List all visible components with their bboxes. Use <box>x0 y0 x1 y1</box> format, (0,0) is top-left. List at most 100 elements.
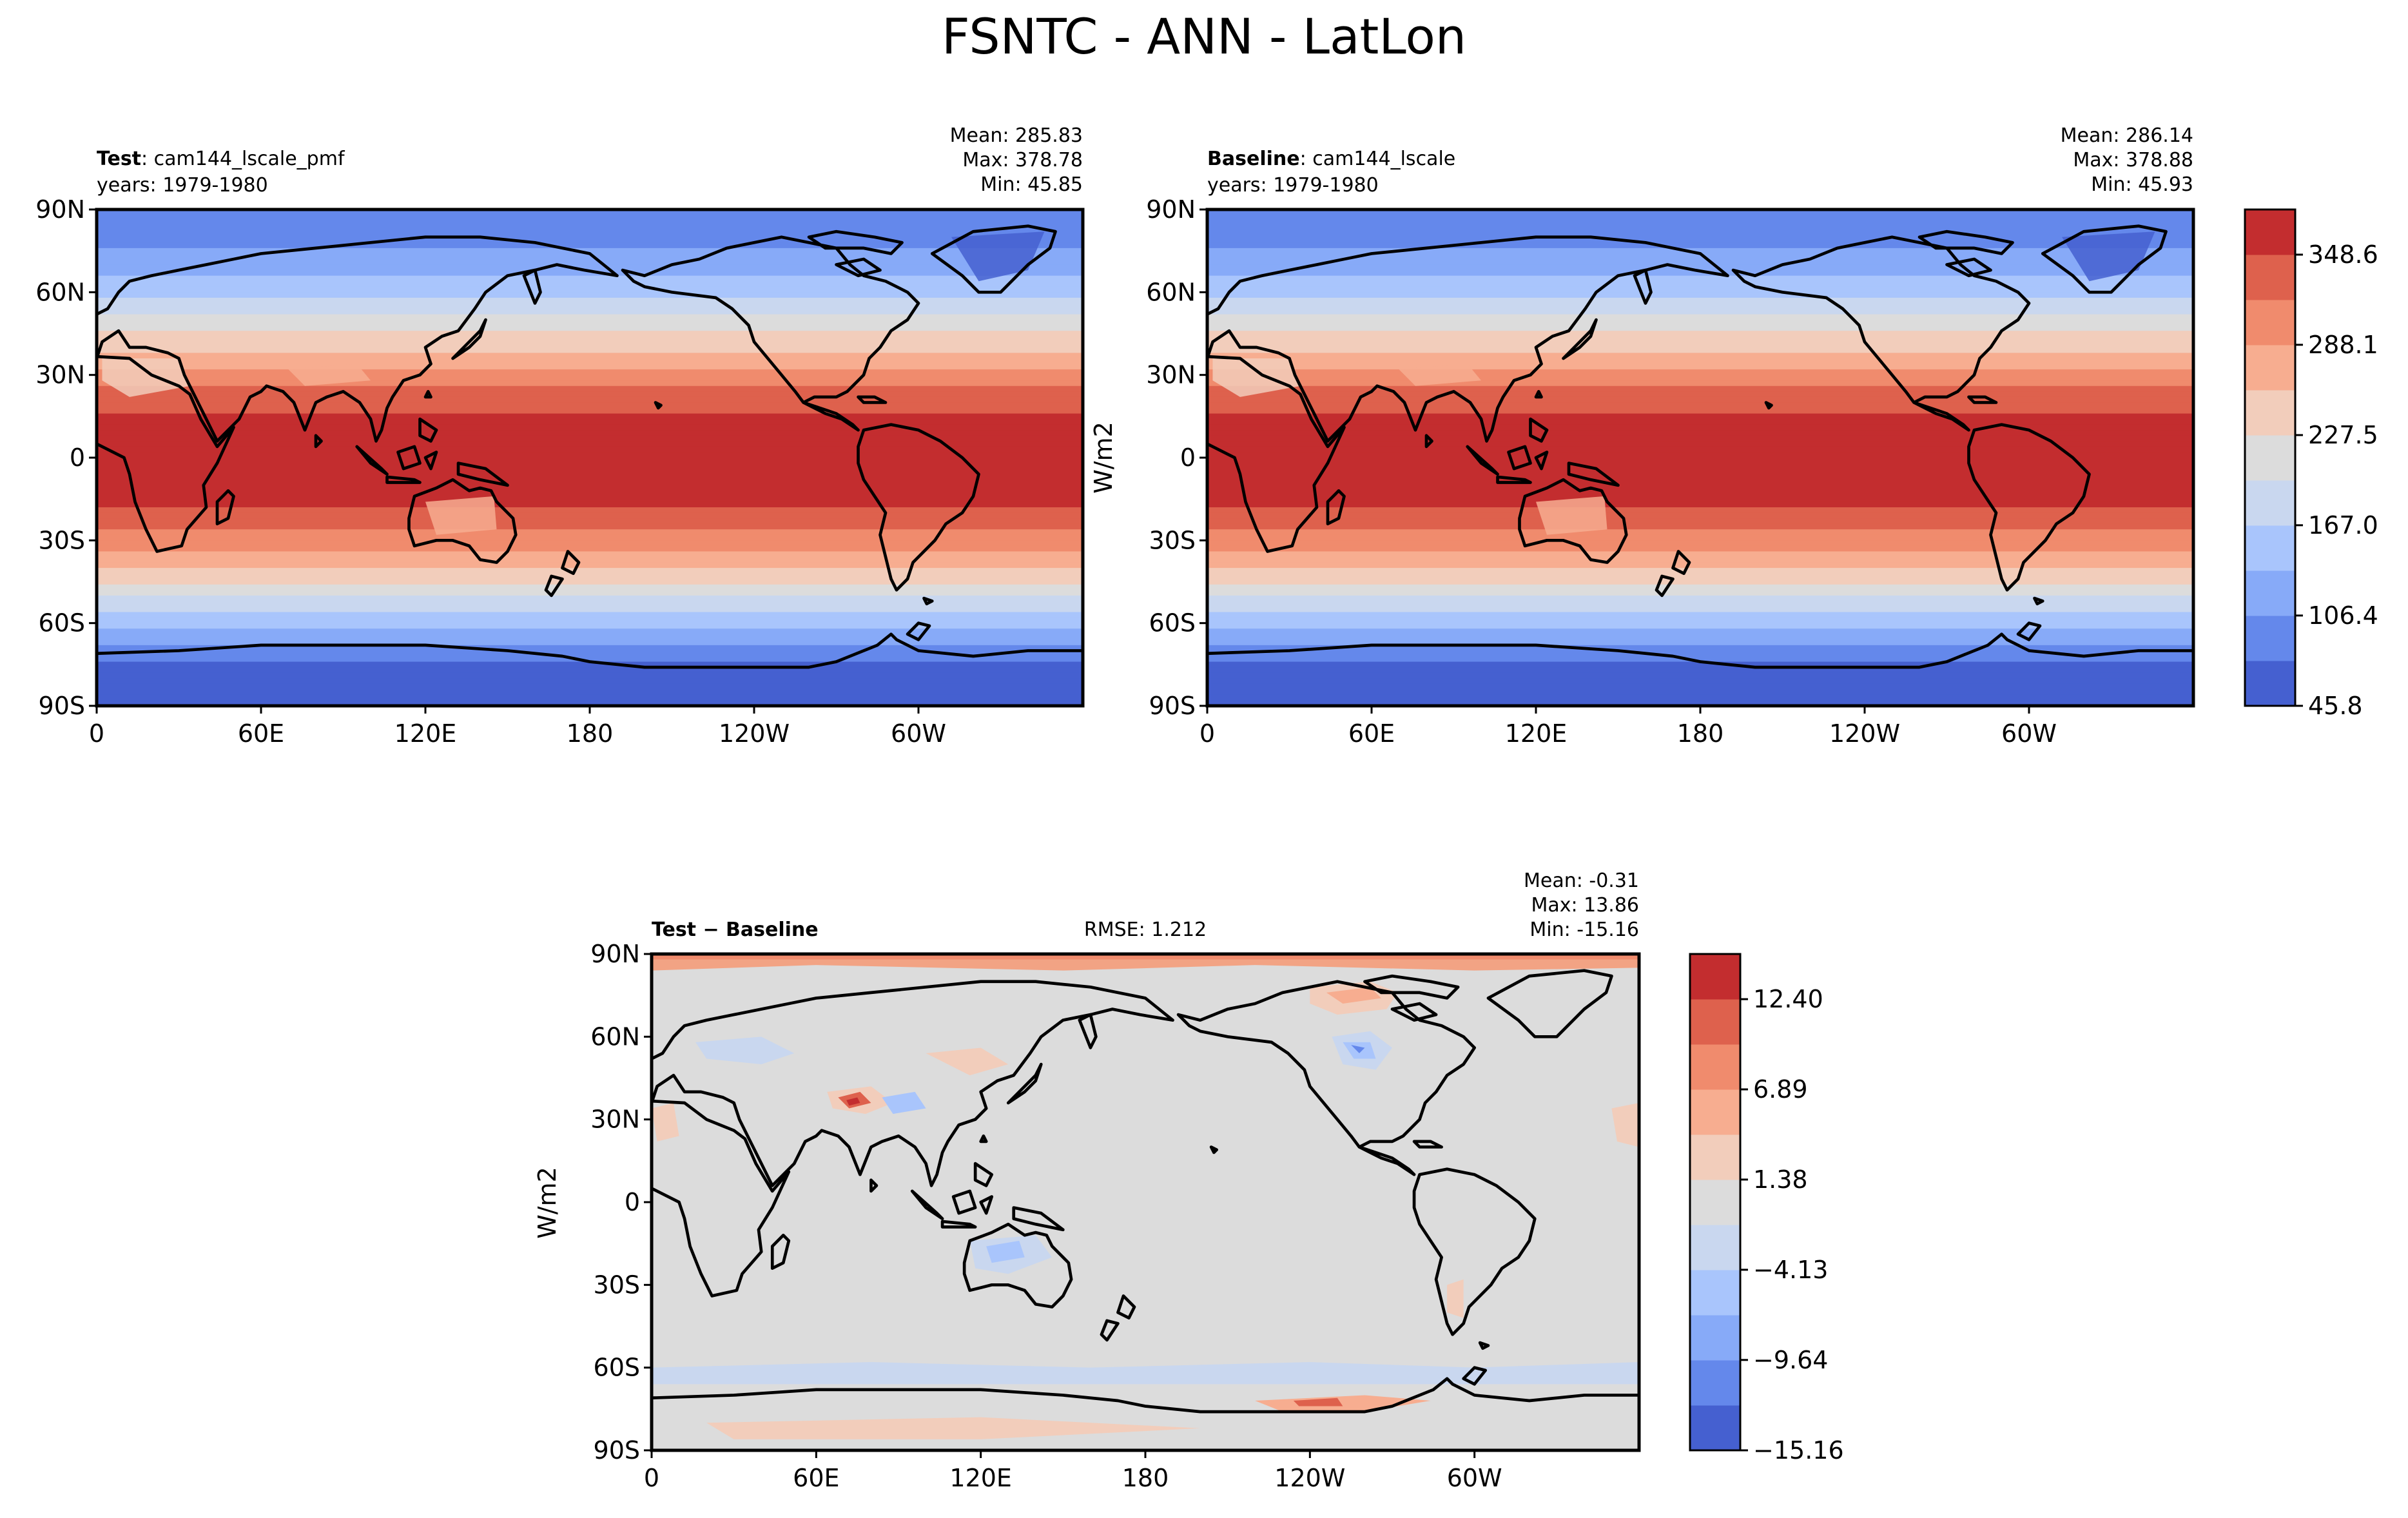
field-band <box>97 634 1083 641</box>
lon-tick-label: 60E <box>238 719 284 748</box>
field-band <box>1207 353 2193 360</box>
colorbar-tick-label: 45.8 <box>2308 692 2363 720</box>
baseline-field-bands <box>1207 209 2193 706</box>
field-band <box>97 557 1083 563</box>
field-band <box>97 650 1083 657</box>
field-band <box>97 215 1083 222</box>
test-mean: Mean: 285.83 <box>950 124 1083 147</box>
field-band <box>1207 667 2193 674</box>
lat-tick-label: 60N <box>1146 278 1196 306</box>
field-band <box>97 689 1083 696</box>
colorbar-tick-label: −4.13 <box>1753 1256 1828 1284</box>
field-band <box>1207 292 2193 299</box>
lat-tick-label: 90S <box>1149 692 1196 720</box>
field-band <box>97 645 1083 652</box>
field-band <box>97 242 1083 249</box>
field-band <box>1207 628 2193 636</box>
field-band <box>1207 557 2193 563</box>
field-band <box>1207 496 2193 503</box>
lat-tick-label: 60S <box>1149 609 1196 637</box>
test-land-patches <box>102 231 1045 535</box>
field-band <box>97 480 1083 487</box>
field-band <box>97 667 1083 674</box>
field-band <box>1207 523 2193 530</box>
colorbar-segment <box>1690 1134 1740 1180</box>
field-band <box>97 353 1083 360</box>
lon-tick-label: 0 <box>644 1464 659 1492</box>
field-band <box>1207 209 2193 216</box>
diff-units-label: W/m2 <box>533 1167 561 1239</box>
field-band <box>1207 540 2193 547</box>
lon-tick-label: 60E <box>793 1464 839 1492</box>
field-band <box>97 358 1083 365</box>
field-band <box>1207 237 2193 244</box>
field-band <box>97 364 1083 371</box>
field-band <box>97 264 1083 271</box>
field-band <box>1207 512 2193 520</box>
colorbar-segment <box>2245 570 2295 616</box>
field-band <box>97 248 1083 255</box>
baseline-map-field <box>1205 208 2195 708</box>
colorbar-segment <box>2245 255 2295 300</box>
lat-tick-label: 0 <box>1180 443 1196 472</box>
field-band <box>1207 507 2193 514</box>
field-band <box>1207 408 2193 414</box>
lon-tick-label: 180 <box>1677 719 1724 748</box>
field-band <box>97 485 1083 492</box>
field-band <box>1207 534 2193 541</box>
colorbar-segment <box>1690 1044 1740 1090</box>
lat-tick-label: 60N <box>590 1022 640 1051</box>
diff-southern-ocean-cool <box>652 1362 1639 1385</box>
diff-eastasia-warm <box>926 1047 1009 1076</box>
colorbar-segment <box>1690 1360 1740 1406</box>
field-band <box>97 590 1083 597</box>
colorbar-tick-label: 227.5 <box>2308 421 2378 449</box>
field-band <box>97 469 1083 475</box>
field-band <box>1207 369 2193 376</box>
field-band <box>97 369 1083 376</box>
panel-test: Test: cam144_lscale_pmf years: 1979-1980… <box>35 124 1085 748</box>
field-band <box>97 226 1083 233</box>
field-band <box>97 523 1083 530</box>
baseline-tibet-patch <box>1399 364 1481 386</box>
field-band <box>97 292 1083 299</box>
diff-mean: Mean: -0.31 <box>1524 870 1639 892</box>
field-band <box>97 579 1083 586</box>
field-band <box>97 678 1083 685</box>
field-band <box>1207 435 2193 442</box>
colorbar-segment <box>1690 954 1740 1000</box>
field-band <box>1207 358 2193 365</box>
field-band <box>1207 545 2193 552</box>
colorbar-tick-label: 348.6 <box>2308 240 2378 269</box>
field-band <box>1207 419 2193 425</box>
field-band <box>1207 286 2193 293</box>
field-band <box>1207 275 2193 282</box>
field-band <box>97 253 1083 260</box>
field-band <box>97 413 1083 420</box>
field-band <box>1207 248 2193 255</box>
field-band <box>1207 281 2193 288</box>
field-band <box>97 419 1083 425</box>
lon-tick-label: 60E <box>1348 719 1395 748</box>
diff-max: Max: 13.86 <box>1531 894 1639 917</box>
colorbar-segment <box>2245 480 2295 526</box>
field-band <box>97 694 1083 701</box>
field-band <box>97 562 1083 569</box>
field-band <box>1207 441 2193 448</box>
test-label-rest: : cam144_lscale_pmf <box>141 148 345 170</box>
lat-tick-label: 30S <box>594 1270 640 1299</box>
colorbar-segment <box>1690 1089 1740 1135</box>
field-band <box>1207 518 2193 525</box>
lat-tick-label: 30N <box>1146 361 1196 389</box>
diff-antarctic-warm-core <box>1293 1397 1343 1406</box>
field-band <box>1207 689 2193 696</box>
diff-eurasia-cool <box>695 1036 795 1065</box>
lat-tick-label: 0 <box>625 1188 640 1216</box>
field-band <box>1207 446 2193 453</box>
lon-tick-label: 120W <box>1274 1464 1345 1492</box>
field-band <box>1207 661 2193 668</box>
field-band <box>97 683 1083 690</box>
